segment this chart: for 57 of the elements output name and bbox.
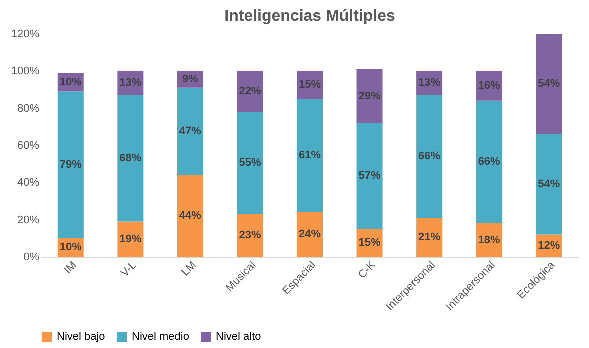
data-label: 21%	[418, 231, 441, 244]
data-label: 18%	[478, 234, 501, 246]
bar	[536, 134, 562, 235]
bar	[177, 88, 204, 176]
bar	[237, 71, 264, 112]
data-label: 12%	[538, 240, 560, 252]
chart-title: Inteligencias Múltiples	[224, 8, 396, 25]
data-label: 66%	[418, 150, 441, 163]
bar	[536, 34, 562, 134]
data-label: 10%	[60, 242, 82, 254]
data-label: 55%	[239, 157, 262, 170]
y-tick-label: 40%	[17, 177, 40, 190]
bar	[58, 92, 84, 238]
data-label: 47%	[179, 126, 202, 138]
data-label: 23%	[239, 230, 262, 242]
y-tick-label: 80%	[17, 102, 40, 115]
x-tick-label: LM	[180, 260, 199, 279]
bar	[177, 175, 204, 257]
y-tick-label: 60%	[17, 140, 40, 152]
data-label: 24%	[298, 228, 322, 241]
bar	[118, 95, 144, 222]
x-tick-label: IM	[62, 260, 80, 277]
y-tick-label: 120%	[11, 28, 40, 40]
data-label: 15%	[358, 237, 381, 250]
data-label: 19%	[120, 233, 142, 246]
data-label: 54%	[538, 178, 560, 191]
data-label: 79%	[60, 159, 82, 172]
bar	[416, 218, 443, 257]
y-tick-label: 20%	[17, 214, 40, 226]
bar	[237, 112, 264, 214]
y-tick-label: 0%	[24, 252, 40, 264]
bar	[297, 99, 323, 212]
legend-label: Nivel medio	[132, 331, 190, 343]
bar	[416, 95, 443, 218]
data-label: 15%	[298, 79, 322, 92]
data-label: 66%	[478, 156, 501, 168]
legend-label: Nivel alto	[216, 331, 262, 343]
bar	[476, 100, 502, 224]
bar	[297, 212, 323, 257]
bar	[356, 123, 383, 230]
y-tick-label: 100%	[11, 66, 40, 78]
legend-label: Nivel bajo	[57, 331, 106, 343]
data-label: 57%	[358, 170, 381, 182]
x-tick-label: C-K	[356, 259, 379, 282]
data-label: 29%	[358, 90, 381, 102]
data-label: 16%	[478, 80, 501, 92]
data-label: 9%	[182, 74, 199, 86]
data-label: 13%	[120, 77, 142, 90]
data-label: 54%	[538, 78, 560, 90]
bar	[356, 69, 383, 124]
data-label: 61%	[298, 150, 322, 162]
data-label: 10%	[60, 76, 82, 88]
data-label: 68%	[120, 152, 142, 165]
data-label: 44%	[179, 210, 202, 222]
data-label: 13%	[418, 77, 441, 90]
x-tick-label: V-L	[118, 260, 140, 280]
data-label: 22%	[239, 86, 262, 98]
